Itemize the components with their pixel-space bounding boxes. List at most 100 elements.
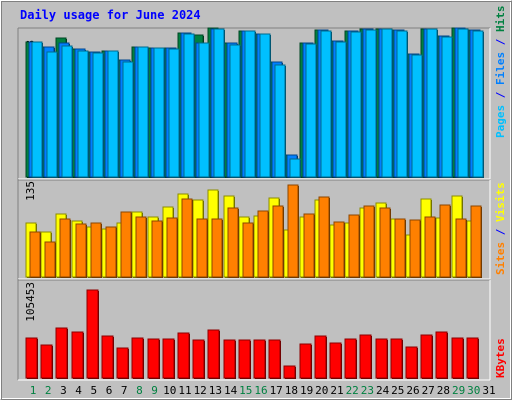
x-tick-label: 4 — [75, 384, 82, 397]
bar-sites-day-6 — [105, 226, 117, 278]
bar-sites-day-2 — [44, 241, 56, 278]
bar-kbytes-day-22 — [344, 338, 357, 379]
bar-pages-day-6 — [107, 50, 119, 178]
bar-sites-day-12 — [196, 218, 208, 278]
x-tick-label: 14 — [224, 384, 238, 397]
x-tick-label: 11 — [178, 384, 191, 397]
bar-kbytes-day-6 — [101, 335, 114, 379]
bar-sites-day-28 — [439, 204, 451, 278]
bar-kbytes-day-26 — [405, 346, 418, 379]
bar-pages-day-12 — [198, 42, 210, 178]
x-tick-label: 23 — [361, 384, 374, 397]
bar-kbytes-day-17 — [268, 339, 281, 379]
bar-pages-day-28 — [441, 36, 453, 178]
x-tick-label: 13 — [209, 384, 222, 397]
x-tick-label: 10 — [163, 384, 176, 397]
bar-sites-day-18 — [287, 184, 299, 278]
bars-layer — [25, 27, 484, 379]
bottom-right-legend: KBytes — [494, 338, 507, 378]
panel-middle-frame — [17, 179, 491, 280]
bar-sites-day-24 — [379, 207, 391, 278]
bottom-y-max-label: 105453 — [24, 282, 37, 322]
bar-kbytes-day-29 — [451, 337, 464, 379]
bar-sites-day-22 — [348, 214, 360, 278]
x-tick-label: 31 — [482, 384, 495, 397]
x-tick-label: 8 — [136, 384, 143, 397]
chart-title: Daily usage for June 2024 — [20, 8, 201, 22]
bar-kbytes-day-11 — [177, 332, 190, 379]
bar-kbytes-day-10 — [162, 338, 175, 379]
x-tick-label: 25 — [391, 384, 404, 397]
bar-pages-day-10 — [168, 48, 180, 178]
x-tick-label: 29 — [452, 384, 465, 397]
bar-pages-day-7 — [122, 61, 134, 178]
bar-sites-day-27 — [424, 216, 436, 278]
bar-pages-day-20 — [320, 30, 332, 178]
bar-sites-day-14 — [227, 207, 239, 278]
bar-pages-day-11 — [183, 33, 195, 178]
bar-sites-day-29 — [455, 218, 467, 278]
bar-kbytes-day-3 — [55, 327, 68, 379]
bar-sites-day-7 — [120, 211, 132, 278]
x-tick-label: 30 — [467, 384, 480, 397]
x-tick-label: 2 — [45, 384, 52, 397]
legend-part: Files — [494, 52, 507, 85]
bar-sites-day-8 — [135, 216, 147, 278]
x-tick-label: 19 — [300, 384, 313, 397]
bar-kbytes-day-23 — [359, 334, 372, 379]
legend-part: Hits — [494, 6, 507, 33]
bar-kbytes-day-28 — [435, 331, 448, 379]
bar-sites-day-26 — [409, 219, 421, 278]
bar-sites-day-4 — [75, 223, 87, 278]
bar-kbytes-day-12 — [192, 339, 205, 379]
bar-kbytes-day-4 — [71, 331, 84, 379]
legend-part: / — [494, 85, 507, 105]
legend-part: KBytes — [494, 338, 507, 378]
legend-part: / — [494, 222, 507, 242]
bar-sites-day-20 — [318, 196, 330, 278]
bar-pages-day-9 — [153, 47, 165, 178]
bar-pages-day-17 — [274, 64, 286, 178]
middle-y-max-label: 135 — [24, 181, 37, 201]
bar-sites-day-30 — [470, 205, 482, 278]
top-right-legend: Pages / Files / Hits — [494, 6, 507, 139]
bar-kbytes-day-9 — [147, 338, 160, 379]
bar-pages-day-21 — [335, 41, 347, 178]
bar-kbytes-day-2 — [40, 344, 53, 379]
bar-pages-day-4 — [77, 50, 89, 178]
bar-kbytes-day-13 — [207, 329, 220, 379]
bar-pages-day-18 — [289, 158, 301, 178]
x-tick-label: 5 — [90, 384, 97, 397]
legend-part: Sites — [494, 242, 507, 275]
bar-pages-day-25 — [396, 30, 408, 178]
bar-pages-day-8 — [137, 46, 149, 178]
bar-kbytes-day-16 — [253, 339, 266, 379]
bar-pages-day-23 — [365, 29, 377, 178]
bar-kbytes-day-19 — [299, 343, 312, 379]
bar-kbytes-day-27 — [420, 334, 433, 379]
bar-kbytes-day-18 — [283, 365, 296, 379]
bar-kbytes-day-30 — [466, 337, 479, 379]
bar-kbytes-day-1 — [25, 337, 38, 379]
bar-pages-day-1 — [31, 41, 43, 178]
bar-kbytes-day-7 — [116, 347, 129, 379]
bar-kbytes-day-15 — [238, 339, 251, 379]
x-tick-label: 6 — [106, 384, 113, 397]
bar-kbytes-day-24 — [375, 338, 388, 379]
bar-pages-day-15 — [244, 30, 256, 178]
legend-part: Visits — [494, 182, 507, 222]
x-tick-label: 17 — [270, 384, 283, 397]
bar-pages-day-30 — [472, 30, 484, 178]
bar-kbytes-day-25 — [390, 338, 403, 379]
bar-pages-day-5 — [92, 52, 104, 178]
bar-kbytes-day-5 — [86, 289, 99, 379]
x-tick-label: 18 — [285, 384, 298, 397]
bar-sites-day-5 — [90, 222, 102, 278]
bar-sites-day-9 — [151, 220, 163, 278]
bar-sites-day-17 — [272, 205, 284, 278]
middle-right-legend: Sites / Visits — [494, 182, 507, 275]
x-tick-label: 20 — [315, 384, 328, 397]
x-tick-label: 9 — [151, 384, 158, 397]
bar-sites-day-21 — [333, 221, 345, 278]
